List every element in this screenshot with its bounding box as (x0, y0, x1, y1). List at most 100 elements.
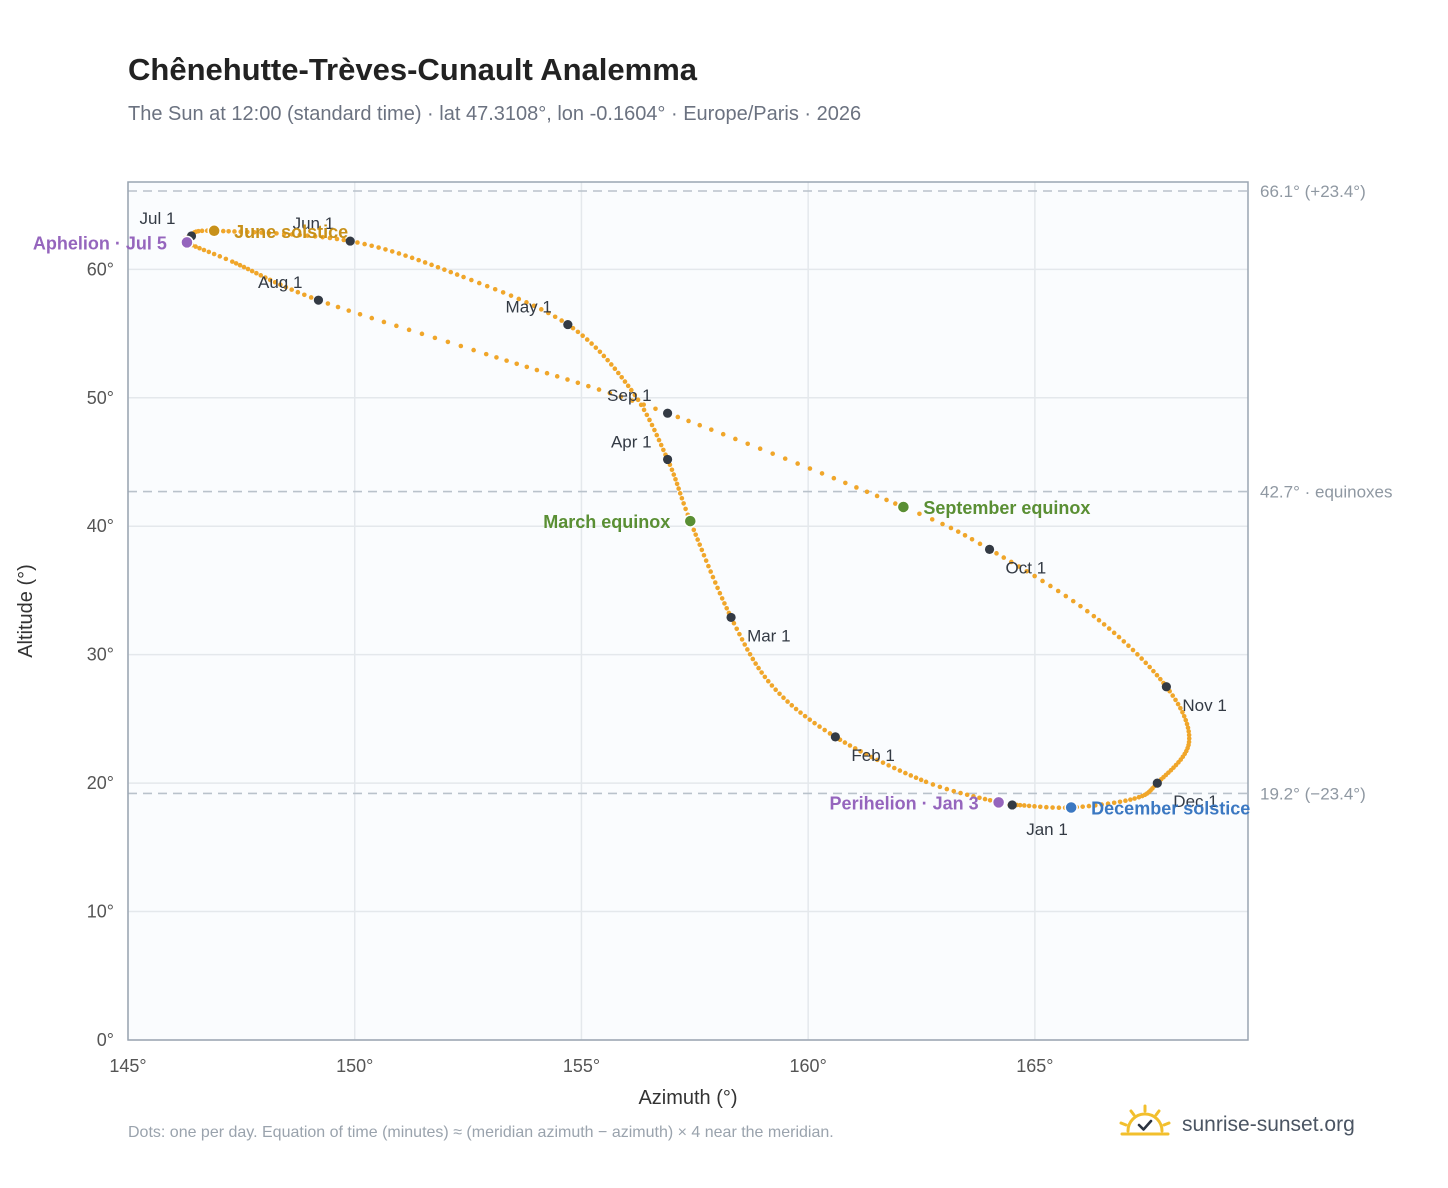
daily-dot (715, 585, 720, 591)
daily-dot (297, 232, 303, 238)
daily-dot (891, 765, 897, 771)
daily-dot (745, 441, 751, 447)
daily-dot (701, 552, 707, 558)
daily-dot (1175, 701, 1181, 707)
daily-dot (807, 466, 813, 471)
daily-dot (709, 427, 714, 432)
daily-dot (238, 229, 244, 234)
daily-dot (389, 249, 395, 254)
daily-dot (508, 293, 514, 298)
daily-dot (245, 229, 250, 235)
daily-dot (609, 362, 614, 367)
daily-dot (937, 784, 943, 790)
daily-dot (289, 287, 294, 292)
daily-dot (403, 253, 408, 258)
daily-dot (232, 229, 237, 234)
daily-dot (722, 601, 727, 606)
daily-dot (369, 315, 375, 321)
daily-dot (346, 308, 352, 313)
daily-dot (580, 333, 585, 338)
daily-dot (206, 249, 212, 255)
daily-dot (737, 631, 742, 637)
daily-dot (1101, 622, 1107, 627)
daily-dot (302, 292, 307, 298)
daily-dot (1070, 598, 1076, 604)
x-tick-label: 145° (109, 1056, 146, 1076)
daily-dot (652, 427, 657, 433)
daily-dot (524, 364, 530, 370)
daily-dot (1183, 717, 1189, 723)
month-marker-dot (830, 732, 840, 742)
daily-dot (964, 792, 970, 798)
daily-dot (994, 551, 999, 556)
daily-dot (669, 467, 675, 473)
daily-dot (217, 254, 223, 259)
daily-dot (1040, 578, 1045, 584)
daily-dot (445, 339, 451, 345)
chart-title: Chênehutte-Trèves-Cunault Analemma (128, 52, 698, 87)
daily-dot (381, 319, 387, 325)
daily-dot (1044, 804, 1049, 810)
daily-dot (429, 262, 434, 268)
month-marker-dot (1007, 800, 1017, 810)
daily-dot (586, 383, 591, 389)
daily-dot (793, 706, 799, 712)
daily-dot (929, 517, 935, 522)
daily-dot (1126, 643, 1131, 649)
daily-dot (893, 501, 898, 506)
daily-dot (745, 647, 750, 652)
daily-dot (1091, 613, 1097, 619)
daily-dot (1136, 794, 1142, 800)
daily-dot (483, 351, 489, 357)
daily-dot (759, 670, 764, 675)
daily-dot (697, 422, 703, 428)
daily-dot (982, 796, 988, 802)
daily-dot (1105, 801, 1111, 806)
event-marker-dot (683, 514, 698, 528)
daily-dot (394, 323, 399, 329)
month-marker-dot (662, 454, 673, 465)
daily-dot (693, 532, 698, 537)
month-marker-label: Mar 1 (747, 626, 790, 645)
daily-dot (538, 307, 544, 312)
daily-dot (295, 289, 301, 295)
daily-dot (757, 446, 763, 451)
daily-dot (327, 235, 333, 241)
x-tick-label: 160° (790, 1056, 827, 1076)
daily-dot (969, 536, 975, 542)
daily-dot (422, 260, 428, 265)
y-tick-label: 30° (87, 645, 114, 665)
daily-dot (554, 374, 560, 379)
daily-dot (843, 480, 848, 486)
daily-dot (278, 282, 283, 287)
daily-dot (1184, 721, 1190, 727)
daily-dot (958, 790, 963, 796)
daily-dot (940, 521, 945, 527)
month-marker-label: Apr 1 (611, 432, 652, 451)
daily-dot (703, 558, 709, 563)
daily-dot (1128, 797, 1133, 802)
daily-dot (1186, 729, 1191, 734)
brand[interactable]: sunrise-sunset.org (1118, 1100, 1355, 1150)
daily-dot (369, 243, 374, 249)
daily-dot (658, 442, 664, 448)
daily-dot (432, 335, 438, 341)
daily-dot (720, 431, 726, 437)
daily-dot (864, 489, 870, 495)
daily-dot (504, 358, 509, 363)
daily-dot (516, 296, 522, 302)
daily-dot (559, 318, 564, 323)
daily-dot (406, 327, 412, 333)
daily-dot (448, 269, 454, 275)
plot-area (128, 182, 1248, 1040)
daily-dot (880, 760, 886, 765)
daily-dot (807, 717, 813, 722)
month-marker-dot (726, 612, 736, 623)
daily-dot (863, 751, 869, 757)
daily-dot (1008, 559, 1014, 565)
daily-dot (524, 300, 529, 305)
daily-dot (625, 383, 631, 389)
daily-dot (289, 232, 295, 237)
daily-dot (552, 314, 558, 320)
daily-dot (683, 506, 688, 512)
